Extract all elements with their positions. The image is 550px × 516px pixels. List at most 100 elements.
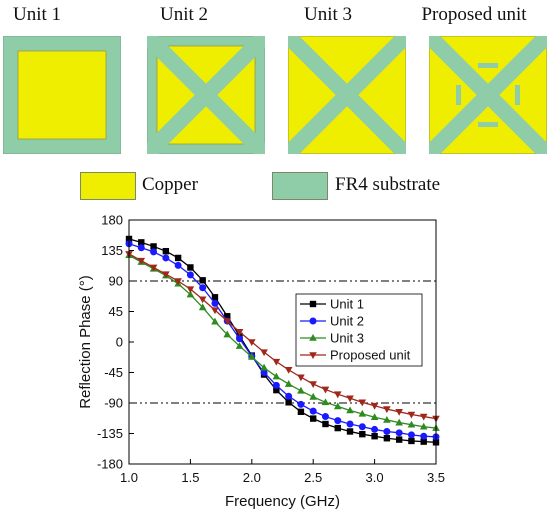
data-point-unit-3 <box>309 392 317 400</box>
unit-2-title: Unit 2 <box>159 4 209 25</box>
proposed-unit-title: Proposed unit <box>421 4 527 25</box>
data-point-unit-2 <box>358 423 366 431</box>
data-point-unit-1 <box>211 294 219 301</box>
data-point-unit-2 <box>260 369 268 376</box>
x-tick-label: 3.0 <box>366 470 384 485</box>
data-point-unit-3 <box>223 330 232 338</box>
unit-1-cell <box>3 36 121 154</box>
data-point-unit-2 <box>395 429 403 437</box>
data-point-proposed-unit <box>395 409 403 416</box>
data-point-proposed-unit <box>333 391 342 399</box>
data-point-unit-2 <box>346 420 354 428</box>
data-point-unit-1 <box>420 438 427 445</box>
data-point-proposed-unit <box>346 395 354 403</box>
data-point-proposed-unit <box>321 386 330 394</box>
data-point-proposed-unit <box>370 402 379 410</box>
data-point-unit-1 <box>359 430 366 438</box>
data-point-proposed-unit <box>407 411 416 419</box>
data-point-unit-3 <box>272 372 281 380</box>
data-point-unit-3 <box>248 352 256 360</box>
x-tick-label: 1.5 <box>181 470 199 485</box>
legend-marker-proposed-unit <box>309 352 317 359</box>
data-point-proposed-unit <box>383 406 391 414</box>
data-point-unit-1 <box>371 433 378 440</box>
data-point-unit-3 <box>419 422 428 430</box>
y-axis-label: Reflection Phase (°) <box>77 275 94 409</box>
data-point-unit-1 <box>138 239 145 246</box>
y-tick-label: -135 <box>97 426 123 441</box>
legend-label-unit-2: Unit 2 <box>330 314 364 329</box>
data-point-unit-2 <box>199 284 207 292</box>
legend-box <box>295 293 423 367</box>
data-point-proposed-unit <box>198 296 207 304</box>
unit-3-cell <box>288 36 406 154</box>
data-point-unit-3 <box>235 342 244 349</box>
data-point-unit-3 <box>407 420 416 428</box>
data-point-unit-2 <box>150 248 158 256</box>
x-tick-label: 1.0 <box>120 470 138 485</box>
data-point-unit-3 <box>395 418 403 426</box>
data-point-unit-3 <box>358 409 367 417</box>
y-tick-label: -45 <box>104 365 123 380</box>
data-point-unit-3 <box>198 303 207 311</box>
data-point-proposed-unit <box>162 271 170 279</box>
data-point-unit-2 <box>297 400 305 408</box>
data-point-unit-2 <box>211 299 219 307</box>
data-point-proposed-unit <box>223 318 232 325</box>
data-point-proposed-unit <box>309 381 317 389</box>
copper-label: Copper <box>142 174 198 195</box>
data-point-proposed-unit <box>419 413 428 421</box>
data-point-unit-1 <box>346 428 354 435</box>
data-point-proposed-unit <box>297 374 305 382</box>
data-point-proposed-unit <box>186 286 195 294</box>
data-point-proposed-unit <box>358 399 367 407</box>
data-point-proposed-unit <box>149 264 158 272</box>
data-point-unit-1 <box>199 277 206 284</box>
data-point-unit-2 <box>309 407 317 415</box>
data-point-unit-2 <box>186 271 194 279</box>
data-point-unit-1 <box>162 247 170 255</box>
x-tick-label: 3.5 <box>427 470 445 485</box>
data-point-proposed-unit <box>260 349 268 357</box>
data-point-unit-3 <box>370 413 379 421</box>
data-point-proposed-unit <box>211 307 219 315</box>
chart-legend: Unit 1 Unit 2 Unit 3 Proposed unit <box>295 293 423 367</box>
series-unit-2 <box>125 240 440 441</box>
data-point-unit-1 <box>408 437 415 445</box>
data-point-unit-3 <box>333 402 342 410</box>
y-tick-label: -90 <box>104 396 123 411</box>
x-tick-label: 2.0 <box>243 470 261 485</box>
data-point-unit-3 <box>186 290 195 298</box>
y-tick-label: 135 <box>101 243 123 258</box>
data-point-unit-1 <box>297 408 305 416</box>
legend-marker-unit-1 <box>309 300 317 308</box>
copper-swatch <box>80 172 136 200</box>
series-proposed-unit <box>125 251 440 423</box>
y-tick-label: 45 <box>109 304 123 319</box>
x-tick-label: 2.5 <box>304 470 322 485</box>
unit-3-title: Unit 3 <box>303 4 353 25</box>
fr4-swatch <box>272 172 328 200</box>
data-point-unit-3 <box>211 317 219 325</box>
y-tick-label: 180 <box>101 213 123 228</box>
data-point-unit-2 <box>334 417 342 425</box>
data-point-unit-3 <box>383 415 391 423</box>
data-point-proposed-unit <box>235 329 244 336</box>
data-point-unit-2 <box>407 431 415 439</box>
data-point-unit-2 <box>174 261 182 269</box>
legend-marker-unit-3 <box>309 334 317 341</box>
data-point-proposed-unit <box>284 366 293 374</box>
data-point-unit-2 <box>162 254 170 262</box>
data-point-unit-1 <box>187 264 194 271</box>
data-point-proposed-unit <box>174 278 182 285</box>
x-axis-label: Frequency (GHz) <box>225 493 340 510</box>
data-point-unit-2 <box>420 432 428 440</box>
data-point-unit-2 <box>272 381 280 389</box>
data-point-unit-3 <box>321 398 330 406</box>
data-point-unit-1 <box>334 424 341 432</box>
data-point-unit-2 <box>137 244 145 252</box>
series-unit-1 <box>125 235 440 446</box>
data-point-unit-1 <box>395 436 403 443</box>
data-point-unit-1 <box>310 415 317 422</box>
data-point-unit-1 <box>383 435 391 442</box>
